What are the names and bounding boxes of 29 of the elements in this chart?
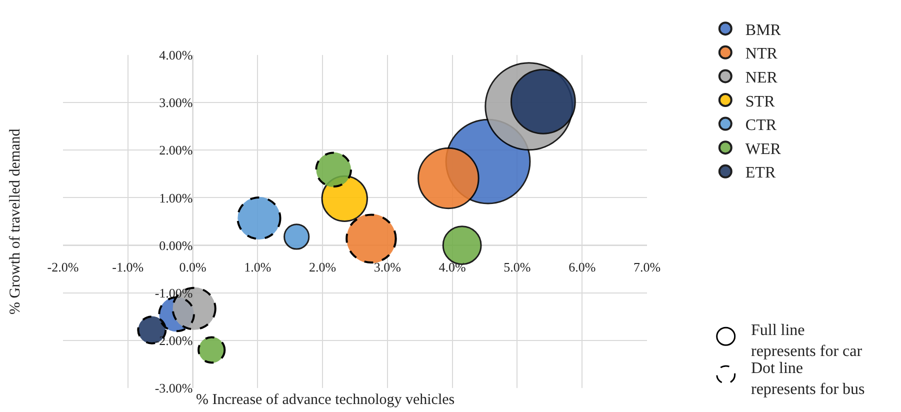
- legend-label: NTR: [745, 46, 778, 63]
- text: Full line represents for car: [751, 322, 863, 360]
- legend-label: WER: [745, 140, 782, 158]
- y-tick-label: 0.00%: [159, 238, 193, 253]
- y-tick-label: -3.00%: [154, 380, 193, 396]
- y-tick-label: 4.00%: [159, 48, 193, 63]
- x-tick-label: 4.0%: [438, 259, 466, 274]
- legend-label: ETR: [745, 164, 776, 182]
- x-axis-title: % Increase of advance technology vehicles: [196, 392, 455, 408]
- x-tick-label: 3.0%: [374, 259, 402, 274]
- y-tick-label: 1.00%: [159, 190, 193, 206]
- y-tick-label: 2.00%: [159, 142, 193, 158]
- text: Dot line represents for bus: [751, 360, 865, 398]
- legend-label: BMR: [745, 22, 782, 39]
- x-tick-label: 5.0%: [504, 259, 531, 274]
- x-tick-label: -2.0%: [47, 259, 79, 274]
- legend-label: NER: [745, 69, 778, 86]
- y-tick-label: -1.00%: [154, 285, 193, 300]
- y-tick-label: 3.00%: [159, 95, 193, 110]
- x-tick-label: 6.0%: [568, 259, 596, 274]
- y-axis-title: % Growth of travelled demand: [8, 128, 24, 314]
- legend-label: STR: [745, 93, 776, 110]
- x-tick-label: -1.0%: [112, 259, 144, 274]
- x-tick-label: 0.0%: [179, 259, 206, 274]
- x-tick-label: 2.0%: [309, 259, 336, 274]
- x-tick-label: 1.0%: [244, 259, 272, 274]
- y-tick-label: -2.00%: [154, 332, 193, 348]
- legend-label: CTR: [745, 117, 777, 134]
- x-tick-label: 7.0%: [633, 259, 661, 274]
